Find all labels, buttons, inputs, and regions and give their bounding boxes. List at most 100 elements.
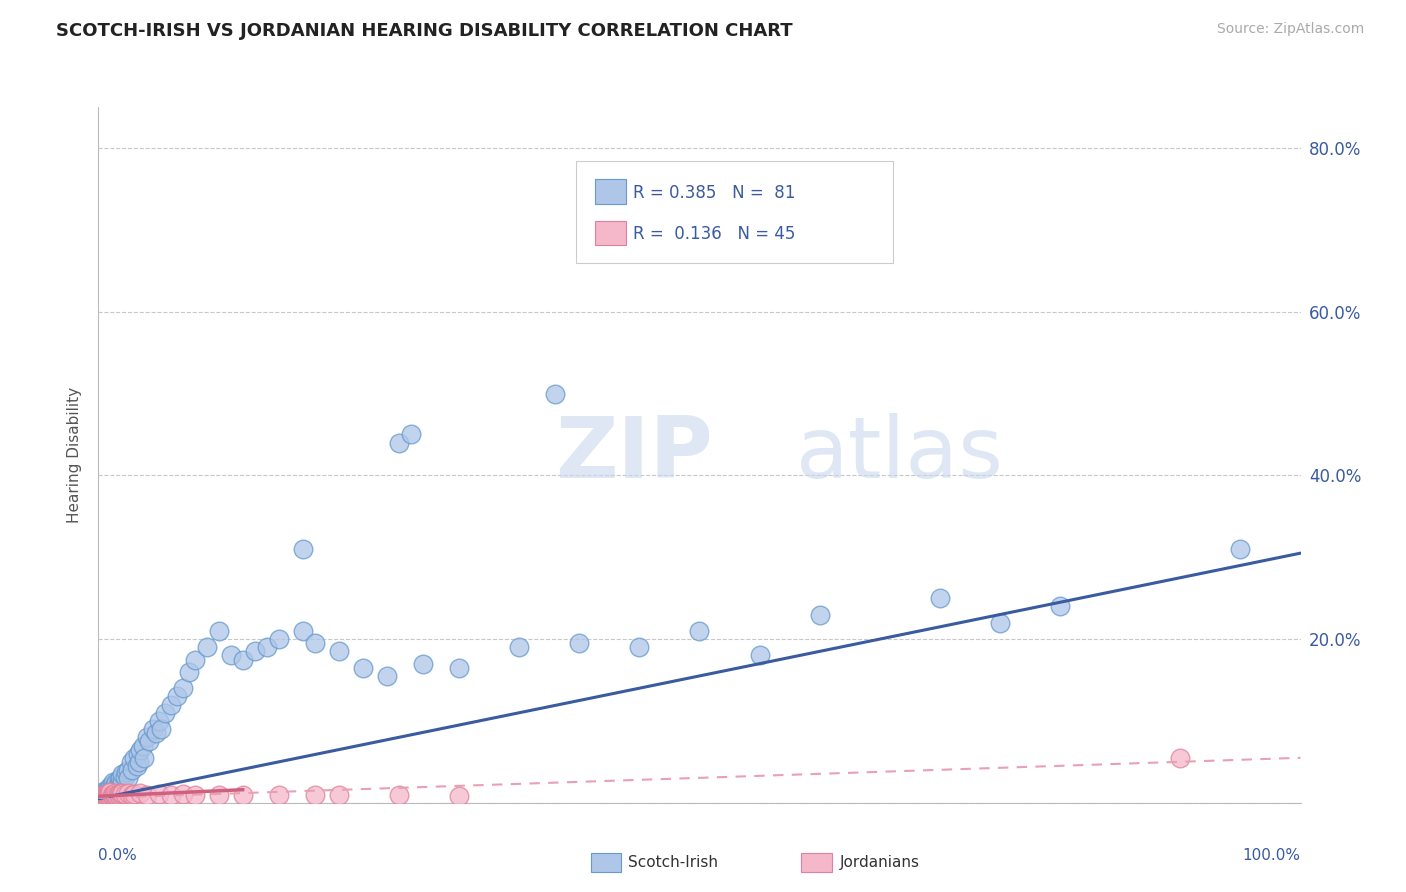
Point (111, 772, 134, 787)
Point (375, 669, 398, 683)
Point (129, 786, 152, 800)
Text: Scotch-Irish: Scotch-Irish (628, 855, 718, 870)
Text: atlas: atlas (796, 413, 1004, 497)
Point (100, 778, 122, 792)
Point (208, 788, 231, 802)
Point (93, 786, 115, 800)
Point (101, 788, 124, 802)
Point (1170, 751, 1192, 765)
Point (183, 652, 205, 666)
Point (103, 780, 125, 794)
Point (544, 386, 567, 401)
Point (135, 788, 157, 802)
Point (98, 789, 121, 804)
Point (988, 615, 1011, 630)
Point (172, 681, 194, 696)
Point (91, 788, 114, 802)
Point (267, 632, 290, 646)
Point (243, 644, 266, 658)
Point (145, 726, 167, 740)
Point (100, 780, 122, 794)
Point (117, 771, 139, 785)
Point (108, 772, 131, 787)
Point (101, 775, 124, 789)
Point (91, 790, 114, 805)
Point (100, 789, 122, 803)
Point (97, 784, 120, 798)
Point (127, 747, 149, 761)
Point (138, 734, 160, 748)
Point (232, 652, 254, 666)
Point (100, 785, 122, 799)
Point (111, 786, 134, 800)
Point (100, 783, 122, 797)
Point (124, 751, 146, 765)
Point (208, 624, 231, 638)
Point (117, 763, 139, 777)
Point (141, 722, 163, 736)
Point (267, 788, 290, 802)
Point (177, 665, 200, 679)
Point (94, 788, 117, 802)
Point (128, 755, 150, 769)
Point (93, 791, 115, 805)
Point (153, 706, 176, 720)
Point (689, 624, 711, 638)
Point (103, 783, 125, 797)
Point (568, 636, 591, 650)
Point (104, 786, 127, 800)
Point (117, 786, 139, 800)
Point (93, 783, 115, 797)
Point (91, 789, 114, 803)
Point (91, 789, 114, 804)
Point (105, 788, 128, 802)
Point (125, 759, 148, 773)
Text: R = 0.385   N =  81: R = 0.385 N = 81 (633, 184, 794, 202)
Point (256, 640, 278, 655)
Text: R =  0.136   N = 45: R = 0.136 N = 45 (633, 225, 794, 243)
Text: ZIP: ZIP (555, 413, 713, 497)
Point (98, 786, 121, 800)
Point (91, 788, 114, 802)
Point (98, 788, 121, 802)
Point (108, 771, 131, 785)
Point (114, 770, 136, 784)
Point (928, 591, 950, 606)
Point (291, 624, 314, 638)
Point (328, 788, 350, 802)
Point (107, 780, 129, 794)
Text: Source: ZipAtlas.com: Source: ZipAtlas.com (1216, 22, 1364, 37)
Point (121, 763, 143, 777)
Point (304, 636, 326, 650)
Point (101, 780, 124, 795)
Point (328, 644, 350, 658)
Point (105, 775, 128, 789)
Point (121, 788, 143, 802)
Point (869, 231, 891, 245)
Point (159, 698, 181, 712)
Point (388, 789, 411, 803)
Point (100, 786, 122, 800)
Point (114, 787, 136, 801)
Point (183, 788, 205, 802)
Text: 100.0%: 100.0% (1243, 848, 1301, 863)
Point (103, 787, 125, 801)
Point (166, 690, 188, 704)
Point (399, 427, 422, 442)
Point (508, 640, 530, 655)
Point (110, 787, 132, 801)
Point (808, 607, 831, 622)
Point (148, 714, 170, 728)
Point (96, 790, 118, 805)
Point (94, 783, 117, 797)
Point (94, 790, 117, 805)
Point (129, 742, 152, 756)
Point (291, 542, 314, 557)
Point (148, 787, 170, 801)
Point (108, 786, 131, 800)
Point (447, 661, 470, 675)
Text: Jordanians: Jordanians (839, 855, 920, 870)
Point (352, 661, 374, 675)
Point (447, 789, 470, 804)
Point (96, 788, 118, 802)
